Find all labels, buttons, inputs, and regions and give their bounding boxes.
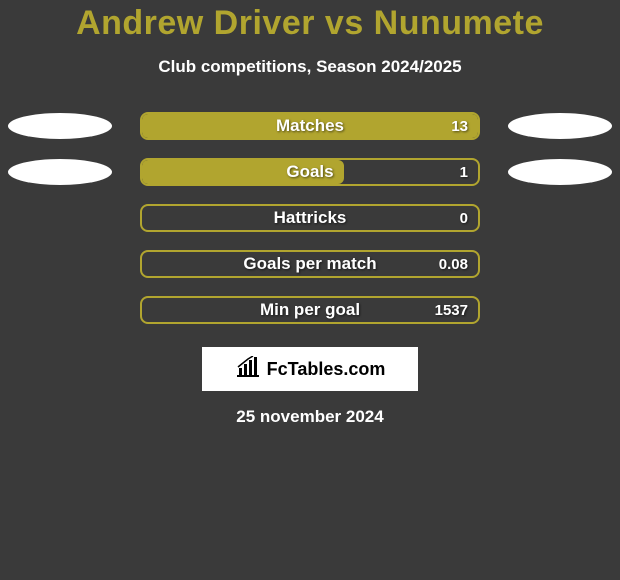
stat-bar: Hattricks 0 (140, 204, 480, 232)
stat-label: Goals per match (142, 252, 478, 276)
stat-marker-right (508, 159, 612, 185)
stat-marker-left (8, 113, 112, 139)
bar-chart-icon (235, 356, 261, 383)
footer-date: 25 november 2024 (0, 407, 620, 427)
stat-row-min-per-goal: Min per goal 1537 (0, 287, 620, 333)
stats-list: Matches 13 Goals 1 Hattricks 0 (0, 103, 620, 333)
branding-text: FcTables.com (267, 359, 386, 380)
branding-suffix: Tables.com (288, 359, 386, 379)
stat-bar-fill (142, 114, 478, 138)
stat-value: 1537 (435, 298, 468, 322)
stat-value: 1 (460, 160, 468, 184)
comparison-card: Andrew Driver vs Nunumete Club competiti… (0, 0, 620, 580)
stat-row-goals-per-match: Goals per match 0.08 (0, 241, 620, 287)
stat-row-hattricks: Hattricks 0 (0, 195, 620, 241)
subtitle: Club competitions, Season 2024/2025 (0, 57, 620, 77)
stat-bar: Min per goal 1537 (140, 296, 480, 324)
stat-row-matches: Matches 13 (0, 103, 620, 149)
stat-bar-fill (142, 160, 344, 184)
stat-row-goals: Goals 1 (0, 149, 620, 195)
branding-box: FcTables.com (202, 347, 418, 391)
stat-value: 0 (460, 206, 468, 230)
stat-bar: Matches 13 (140, 112, 480, 140)
stat-marker-left (8, 159, 112, 185)
branding-prefix: Fc (267, 359, 288, 379)
stat-bar: Goals 1 (140, 158, 480, 186)
page-title: Andrew Driver vs Nunumete (0, 4, 620, 43)
stat-bar: Goals per match 0.08 (140, 250, 480, 278)
stat-label: Hattricks (142, 206, 478, 230)
stat-value: 0.08 (439, 252, 468, 276)
stat-label: Min per goal (142, 298, 478, 322)
stat-marker-right (508, 113, 612, 139)
